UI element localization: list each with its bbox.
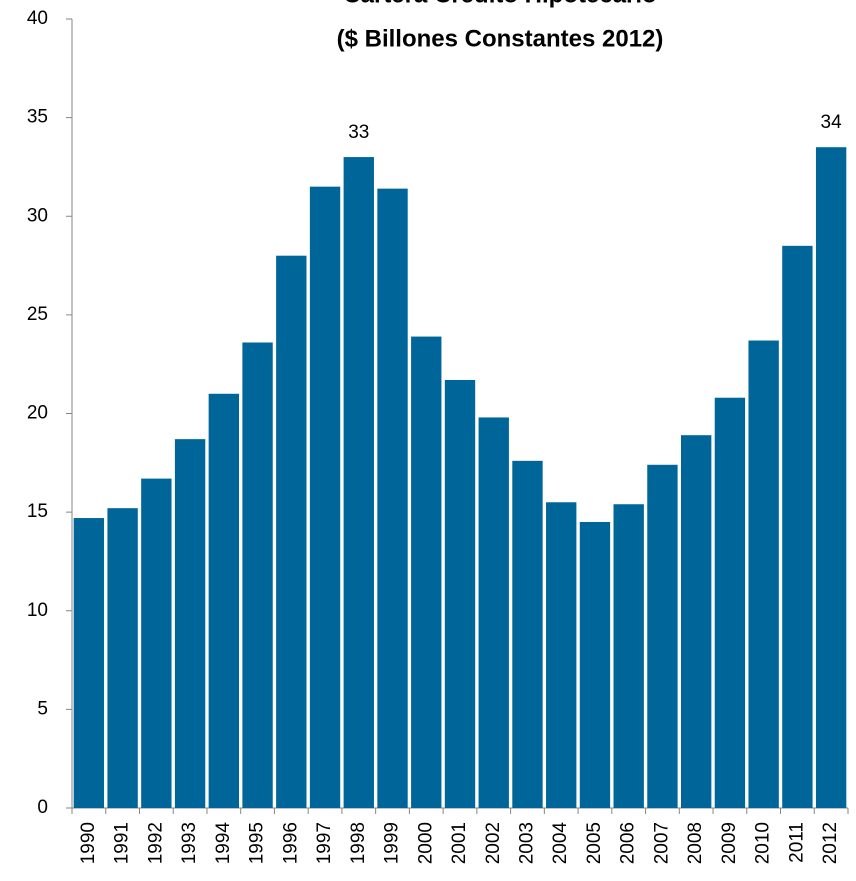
x-tick-label: 2002	[483, 822, 504, 864]
y-tick-label: 20	[27, 403, 48, 424]
data-label: 33	[348, 122, 369, 143]
x-tick-label: 1997	[314, 822, 335, 864]
x-tick-label: 2000	[415, 822, 436, 864]
bar	[411, 336, 442, 808]
x-tick-label: 1993	[179, 822, 200, 864]
x-tick-label: 2008	[685, 822, 706, 864]
x-tick-label: 1991	[112, 822, 133, 864]
x-tick-label: 2012	[820, 822, 841, 864]
x-tick-label: 2003	[516, 822, 537, 864]
x-tick-label: 2009	[719, 822, 740, 864]
chart-subtitle: ($ Billones Constantes 2012)	[337, 25, 664, 52]
x-tick-label: 2011	[786, 822, 807, 863]
chart-title: Cartera Crédito Hipotecario	[343, 0, 656, 8]
bar	[748, 340, 779, 808]
bar	[107, 508, 138, 808]
bar	[377, 188, 408, 808]
bar	[309, 186, 341, 809]
bar	[276, 255, 307, 808]
x-tick-label: 1990	[78, 822, 99, 864]
x-tick-label: 2001	[449, 822, 470, 864]
x-tick-label: 1994	[213, 822, 234, 865]
bar	[478, 417, 509, 808]
data-label: 34	[821, 112, 843, 133]
y-tick-label: 15	[27, 501, 48, 522]
bar	[546, 502, 577, 808]
bar	[141, 478, 172, 808]
y-tick-label: 25	[27, 304, 48, 325]
x-tick-label: 2006	[618, 822, 639, 864]
x-tick-label: 2004	[550, 822, 571, 865]
y-tick-label: 5	[37, 698, 48, 719]
y-tick-label: 10	[27, 600, 48, 621]
bar	[579, 521, 611, 808]
bar	[782, 245, 813, 808]
bar	[815, 147, 847, 808]
bar	[343, 157, 374, 808]
x-tick-label: 1999	[382, 822, 403, 864]
x-tick-label: 1992	[145, 822, 166, 864]
bar	[208, 393, 240, 808]
x-tick-label: 1998	[348, 822, 369, 864]
y-tick-label: 40	[27, 8, 48, 29]
x-tick-label: 2005	[584, 822, 605, 864]
x-tick-label: 1996	[280, 822, 301, 864]
bar	[73, 518, 105, 808]
y-tick-label: 30	[27, 205, 48, 226]
y-tick-label: 35	[27, 107, 48, 128]
bar	[647, 464, 678, 808]
bar	[444, 379, 476, 808]
bar	[512, 460, 543, 808]
bar	[174, 439, 206, 808]
x-tick-label: 2010	[753, 822, 774, 864]
bar	[242, 342, 273, 808]
x-tick-label: 2007	[651, 822, 672, 864]
y-tick-label: 0	[37, 797, 48, 818]
bar	[613, 504, 644, 808]
bar	[680, 435, 712, 808]
x-tick-label: 1995	[247, 822, 268, 864]
bar	[714, 397, 746, 808]
